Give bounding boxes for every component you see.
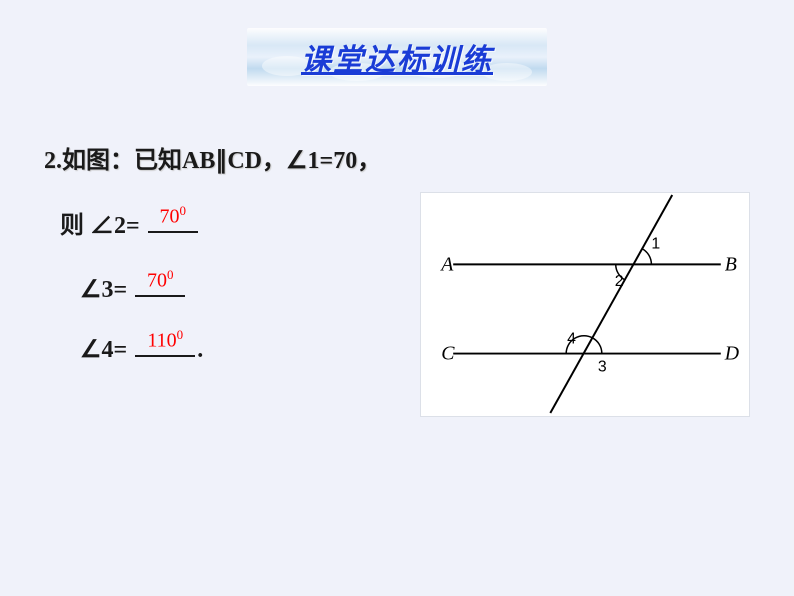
angle2-label: 则 ∠2= bbox=[60, 213, 140, 239]
geometry-diagram: A B C D 1 2 3 4 bbox=[420, 192, 750, 417]
svg-text:4: 4 bbox=[567, 331, 576, 348]
angle3-blank: 700 bbox=[135, 295, 185, 297]
svg-text:C: C bbox=[441, 343, 455, 365]
angle4-answer: 1100 bbox=[147, 327, 183, 353]
title-banner: 课堂达标训练 bbox=[247, 28, 547, 86]
svg-text:2: 2 bbox=[615, 273, 624, 290]
parallel-symbol: ∥ bbox=[215, 148, 227, 174]
problem-number: 2. bbox=[44, 148, 62, 174]
svg-text:D: D bbox=[724, 343, 740, 365]
page-title: 课堂达标训练 bbox=[301, 35, 493, 79]
answer-line-1: 则 ∠2= 700 bbox=[60, 205, 200, 240]
problem-statement: 2.如图：已知AB∥CD，∠1=70， bbox=[44, 140, 381, 175]
problem-mid: CD，∠1=70， bbox=[227, 148, 381, 174]
answer-line-3: ∠4= 1100 . bbox=[80, 335, 203, 364]
svg-text:A: A bbox=[439, 253, 454, 275]
answer-line-2: ∠3= 700 bbox=[80, 275, 187, 304]
angle4-blank: 1100 bbox=[135, 355, 195, 357]
problem-prefix: 如图：已知AB bbox=[62, 148, 215, 174]
angle3-label: ∠3= bbox=[80, 277, 127, 303]
diagram-svg: A B C D 1 2 3 4 bbox=[421, 193, 749, 416]
angle2-blank: 700 bbox=[148, 231, 198, 233]
svg-text:3: 3 bbox=[598, 358, 607, 375]
svg-text:B: B bbox=[725, 253, 737, 275]
svg-text:1: 1 bbox=[651, 236, 660, 253]
angle4-suffix: . bbox=[197, 337, 203, 363]
angle4-label: ∠4= bbox=[80, 337, 127, 363]
angle3-answer: 700 bbox=[147, 267, 174, 293]
angle2-answer: 700 bbox=[159, 203, 186, 229]
